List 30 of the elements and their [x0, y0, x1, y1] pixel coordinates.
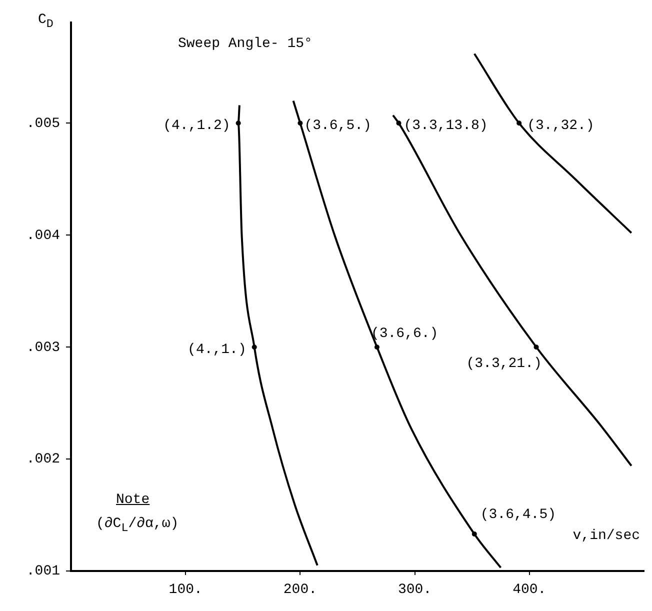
point: [374, 344, 380, 350]
x-tick-label: 100.: [168, 582, 202, 598]
annotation: (3.6,5.): [304, 118, 372, 134]
annotation: (3.6,4.5): [480, 507, 556, 524]
annotation: Sweep Angle- 15°: [178, 36, 312, 52]
point: [236, 120, 241, 126]
annotation: (3.3,21.): [466, 356, 542, 372]
x-tick-label: 300.: [398, 582, 432, 598]
annotation: (3.6,6.): [370, 326, 438, 342]
point: [516, 120, 522, 126]
annotation: (3.,32.): [527, 118, 594, 134]
y-tick-label: .003: [26, 340, 60, 356]
annotation: (4.,1.): [188, 342, 246, 358]
y-tick-label: .004: [26, 228, 60, 244]
point: [298, 120, 303, 126]
y-tick-label: .002: [26, 452, 60, 468]
point: [252, 344, 257, 350]
y-tick-label: .005: [26, 116, 60, 132]
annotation: (∂C$_{L}$/∂α,ω): [96, 516, 179, 535]
annotation: (3.3,13.8): [404, 118, 488, 134]
annotation: (4.,1.2): [163, 118, 230, 134]
point: [534, 344, 539, 350]
point: [472, 532, 477, 537]
x-tick-label: 200.: [283, 582, 318, 598]
y-tick-label: .001: [26, 564, 60, 580]
y-axis-title: C$_{D}$: [38, 12, 54, 31]
x-axis-title: v,in/sec: [572, 528, 640, 544]
annotation: Note: [116, 492, 150, 508]
x-tick-label: 400.: [512, 582, 546, 598]
point: [396, 120, 402, 126]
